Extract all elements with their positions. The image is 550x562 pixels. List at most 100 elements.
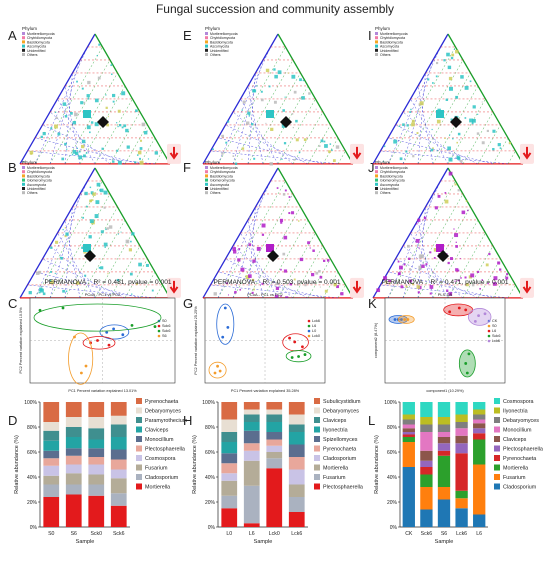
ternary-point <box>97 76 101 80</box>
bar-segment <box>65 494 82 527</box>
panel-letter-a: A <box>8 28 17 43</box>
ternary-grid-line <box>210 284 339 299</box>
bar-segment <box>266 402 283 410</box>
confidence-ellipse <box>285 350 312 363</box>
ternary-point <box>291 113 294 115</box>
ternary-legend-label: Chytridiomycota <box>380 170 405 174</box>
bar-segment <box>402 442 415 467</box>
legend-label: Cladosporium <box>145 475 179 481</box>
ternary-point <box>418 247 420 249</box>
ternary-point-large <box>266 110 274 118</box>
legend-swatch <box>314 483 320 490</box>
bar-segment <box>420 487 433 510</box>
ternary-grid-line <box>34 46 103 164</box>
bar-segment <box>266 414 283 422</box>
bar-segment <box>88 402 105 417</box>
bar-segment <box>243 402 260 410</box>
ternary-point <box>430 148 434 152</box>
ternary-diamond-marker <box>437 250 449 262</box>
y-tick-label: 0% <box>208 525 216 531</box>
bar-segment <box>420 402 433 417</box>
ternary-legend-label: Chytridiomycota <box>27 170 52 174</box>
ternary-point <box>238 248 241 250</box>
sample-point <box>303 353 307 356</box>
ternary-plot-i: PhylumMortierellomycotaChytridiomycotaBa… <box>372 26 534 165</box>
ternary-point <box>40 135 43 139</box>
ternary-point <box>471 283 475 287</box>
ternary-point <box>289 282 293 286</box>
bar-segment <box>420 509 433 527</box>
bar-segment <box>221 495 238 509</box>
legend-label: Cladosporium <box>323 456 357 462</box>
ternary-point <box>261 233 265 236</box>
ternary-point <box>221 152 224 155</box>
ordination-plot-c: PCoA - PC1 vs PC2 PC1 Percent variation e… <box>19 292 176 393</box>
sample-point <box>406 318 410 321</box>
legend-label: Ilyonectria <box>503 409 528 415</box>
ternary-legend-label: Unidentified <box>27 49 46 53</box>
ternary-point <box>112 93 116 98</box>
bar-segment <box>110 493 127 506</box>
legend-label: Sck6 <box>492 334 500 338</box>
ternary-grid-line <box>307 258 331 298</box>
ternary-point-large <box>436 110 444 118</box>
ternary-point <box>116 278 120 282</box>
ternary-point <box>74 112 78 117</box>
ternary-point <box>50 280 54 285</box>
ternary-point <box>112 160 115 163</box>
ternary-point <box>492 147 495 151</box>
ternary-grid-line <box>395 124 479 165</box>
ternary-point <box>416 132 419 135</box>
bar-segment <box>88 448 105 457</box>
ternary-grid-line <box>292 245 324 298</box>
confidence-ellipse <box>68 332 94 385</box>
y-axis-label: Relative abundance (%) <box>374 435 380 494</box>
ternary-point <box>411 119 415 123</box>
ternary-point <box>417 291 420 294</box>
legend-swatch <box>494 455 500 461</box>
ternary-point <box>123 124 127 128</box>
ternary-point <box>302 79 305 82</box>
panel-letter-f: F <box>183 160 191 175</box>
x-tick-label: Sck6 <box>113 531 125 537</box>
bar-segment <box>455 508 468 527</box>
ternary-point <box>399 157 403 161</box>
ternary-point <box>464 117 467 119</box>
legend-label: Paramyrothecium <box>145 418 188 424</box>
ternary-legend-swatch <box>22 182 25 186</box>
bar-segment <box>288 457 305 470</box>
ternary-point <box>283 235 288 240</box>
ternary-point <box>225 282 228 285</box>
legend-label: Debaryomyces <box>503 418 539 424</box>
sample-point <box>73 335 76 339</box>
ternary-legend-swatch <box>205 53 208 56</box>
arrow-down-icon <box>169 280 179 294</box>
sample-point <box>465 371 469 375</box>
ternary-grid-line <box>380 150 509 165</box>
ternary-legend-swatch <box>205 40 208 44</box>
ternary-point <box>232 247 237 251</box>
ternary-point <box>293 90 297 94</box>
ternary-point <box>304 284 307 287</box>
ternary-point <box>251 291 254 294</box>
confidence-ellipse <box>99 324 130 340</box>
bar-segment <box>243 422 260 431</box>
ternary-point <box>111 63 113 65</box>
bar-segment <box>88 474 105 485</box>
ternary-point <box>415 222 418 225</box>
bar-segment <box>221 473 238 481</box>
ternary-legend-label: Basidiomycota <box>210 174 233 178</box>
ternary-point <box>38 270 42 274</box>
ternary-point <box>121 126 124 129</box>
legend-label: Claviceps <box>145 428 169 434</box>
ternary-point <box>87 80 91 85</box>
panel-letter-j: J <box>368 160 375 175</box>
ternary-point <box>64 142 67 146</box>
ternary-grid-line <box>225 124 309 165</box>
ternary-grid-line <box>154 150 163 164</box>
bar-segment <box>455 435 468 444</box>
sample-point <box>483 312 487 316</box>
ternary-point <box>465 200 468 203</box>
ternary-point <box>130 240 132 243</box>
ternary-legend-swatch <box>375 182 378 186</box>
